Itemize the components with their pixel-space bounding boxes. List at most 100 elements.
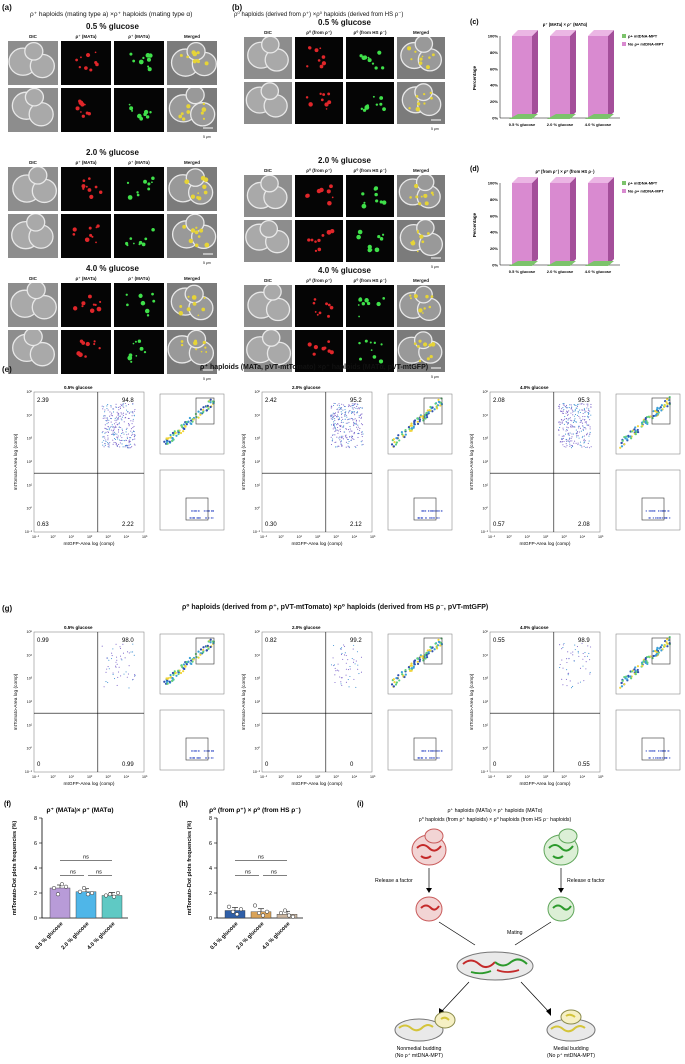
- y-tick-label: 10²: [255, 700, 261, 704]
- bar-side: [570, 177, 576, 265]
- y-tick-label: 60%: [490, 66, 498, 71]
- gate-dot: [199, 517, 201, 519]
- event-dot: [107, 422, 109, 424]
- event-dot: [125, 416, 127, 418]
- gate-dot: [416, 422, 420, 425]
- x-tick-label: 10²: [315, 535, 321, 539]
- event-dot: [586, 432, 588, 434]
- gate-dot: [211, 750, 213, 752]
- gate-dot: [427, 411, 430, 414]
- gate-dot: [196, 517, 198, 519]
- gate-dot: [428, 408, 431, 412]
- event-dot: [114, 433, 116, 435]
- gate-dot: [400, 671, 403, 674]
- data-point: [59, 882, 65, 887]
- event-dot: [115, 425, 117, 427]
- gate-dot: [656, 517, 659, 519]
- event-dot: [568, 441, 571, 443]
- event-dot: [348, 440, 350, 443]
- event-dot: [126, 427, 128, 429]
- red-shmoo-cell: [415, 896, 443, 922]
- green-channel-image: [346, 37, 394, 79]
- y-axis-label: mtTomato-Area log (comp): [13, 433, 19, 490]
- y-tick-label: 8: [34, 816, 37, 822]
- gate-dot: [392, 438, 395, 441]
- quadrant-ll-value: 0.63: [37, 522, 49, 528]
- event-dot: [117, 435, 119, 437]
- event-dot: [577, 443, 579, 446]
- event-dot: [563, 435, 565, 437]
- arrow-outcome-right: [520, 981, 550, 1013]
- event-dot: [577, 442, 579, 444]
- event-dot: [102, 417, 104, 419]
- event-dot: [582, 652, 584, 655]
- event-dot: [569, 404, 571, 406]
- event-dot: [344, 411, 346, 414]
- event-dot: [569, 432, 571, 434]
- gate-dot: [658, 757, 660, 759]
- event-dot: [584, 416, 586, 418]
- gate-dot: [431, 650, 434, 653]
- arrowhead-right: [558, 888, 564, 893]
- y-tick-label: 10⁵: [255, 630, 261, 634]
- gate-dot: [667, 750, 669, 752]
- arrowhead-outcome-right: [546, 1008, 551, 1016]
- y-tick-label: 0: [209, 916, 212, 922]
- gate-dot: [190, 750, 193, 752]
- gate-dot: [648, 757, 650, 759]
- event-dot: [360, 416, 363, 418]
- event-dot: [337, 422, 339, 425]
- event-dot: [110, 658, 113, 660]
- green-channel-image: [114, 41, 164, 85]
- gate-dot: [637, 670, 640, 674]
- gate-dot: [655, 408, 659, 411]
- panel-title-a: ρ⁺ haploids (mating type a) ×ρ⁺ haploids…: [30, 11, 193, 18]
- event-dot: [357, 408, 359, 410]
- event-dot: [338, 417, 341, 419]
- legend-label: ρ+ mtDNA-MPT: [628, 181, 658, 186]
- event-dot: [587, 417, 589, 419]
- bar-top: [512, 30, 538, 36]
- data-point: [256, 910, 262, 916]
- gate-dot: [619, 686, 622, 689]
- gate-box: [413, 497, 437, 521]
- event-dot: [574, 409, 576, 411]
- event-dot: [587, 413, 590, 415]
- event-dot: [561, 438, 563, 441]
- scale-bar-label: 5 μm: [431, 375, 439, 379]
- gate-dot: [171, 437, 174, 440]
- y-tick-label: 6: [34, 841, 37, 847]
- gate-dot: [433, 408, 436, 411]
- event-dot: [333, 404, 335, 407]
- event-dot: [122, 652, 125, 654]
- green-channel-image: [346, 285, 394, 327]
- event-dot: [340, 411, 342, 413]
- gate-dot: [432, 517, 434, 519]
- data-point: [85, 892, 91, 897]
- event-dot: [124, 445, 126, 447]
- red-channel-image: [61, 283, 111, 327]
- gate-dot: [623, 443, 626, 446]
- event-dot: [340, 681, 342, 683]
- merged-image: [167, 88, 217, 132]
- gate-dot: [427, 750, 430, 752]
- bar-side: [608, 177, 614, 265]
- event-dot: [561, 422, 563, 424]
- gate-dot: [398, 439, 401, 442]
- gate-dot: [433, 750, 435, 752]
- event-dot: [111, 412, 113, 414]
- y-axis-label: mtTomato-Area log (comp): [241, 433, 247, 490]
- event-dot: [108, 444, 110, 446]
- event-dot: [583, 419, 586, 421]
- bar: [101, 895, 123, 919]
- data-point: [234, 912, 240, 917]
- event-dot: [558, 429, 560, 431]
- event-dot: [134, 675, 136, 677]
- gate-dot: [418, 757, 420, 759]
- gate-dot: [175, 434, 178, 437]
- event-dot: [111, 415, 113, 417]
- event-dot: [132, 438, 134, 441]
- event-dot: [334, 412, 336, 415]
- column-label: ρ⁺ (MATα): [128, 160, 150, 165]
